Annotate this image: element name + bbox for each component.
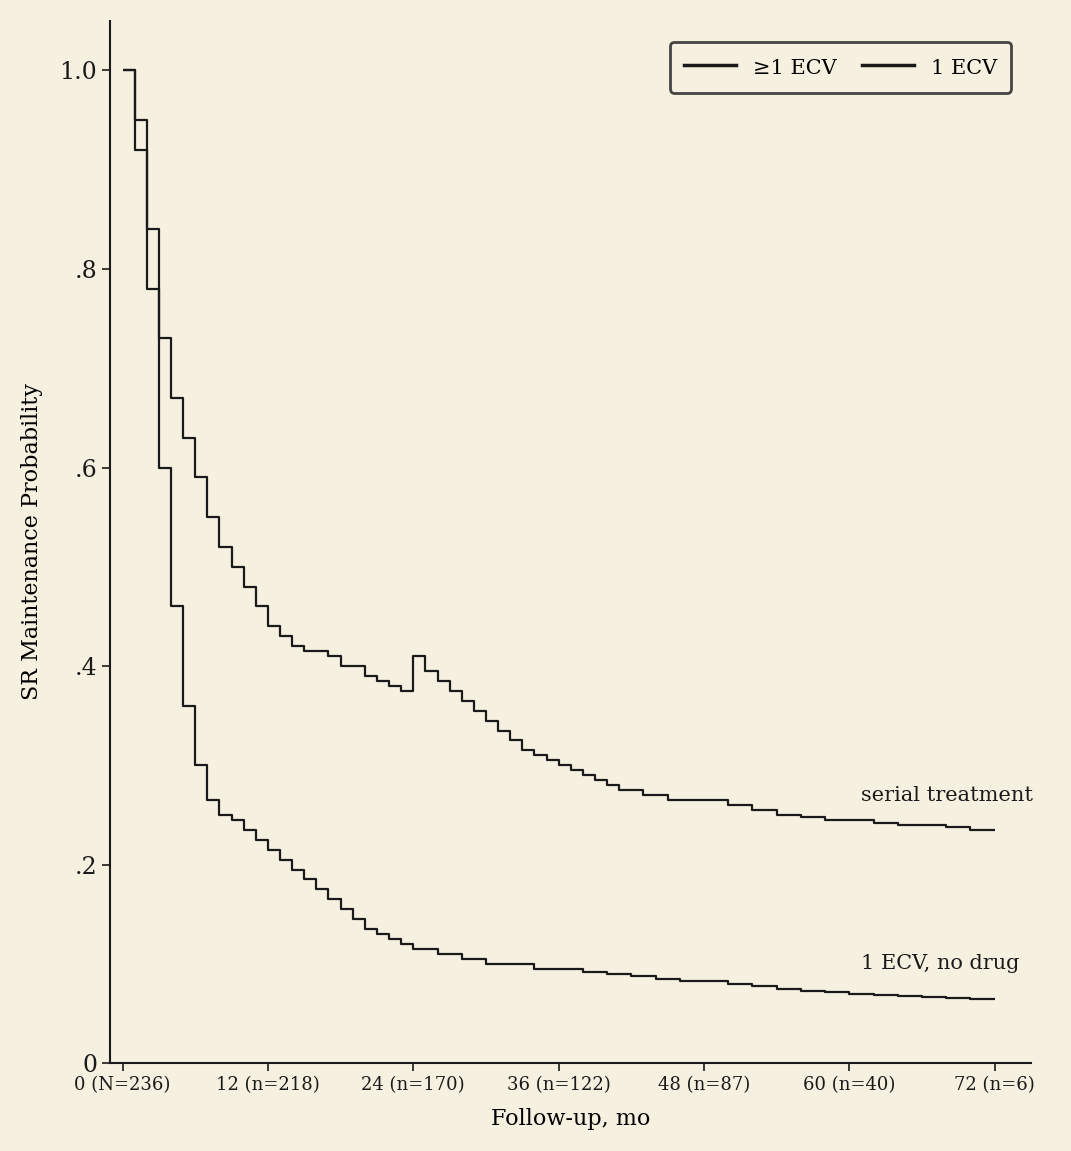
Text: serial treatment: serial treatment xyxy=(861,786,1034,805)
Legend: ≥1 ECV, 1 ECV: ≥1 ECV, 1 ECV xyxy=(669,41,1011,92)
Y-axis label: SR Maintenance Probability: SR Maintenance Probability xyxy=(20,383,43,701)
Text: 1 ECV, no drug: 1 ECV, no drug xyxy=(861,954,1020,974)
X-axis label: Follow-up, mo: Follow-up, mo xyxy=(492,1108,650,1130)
